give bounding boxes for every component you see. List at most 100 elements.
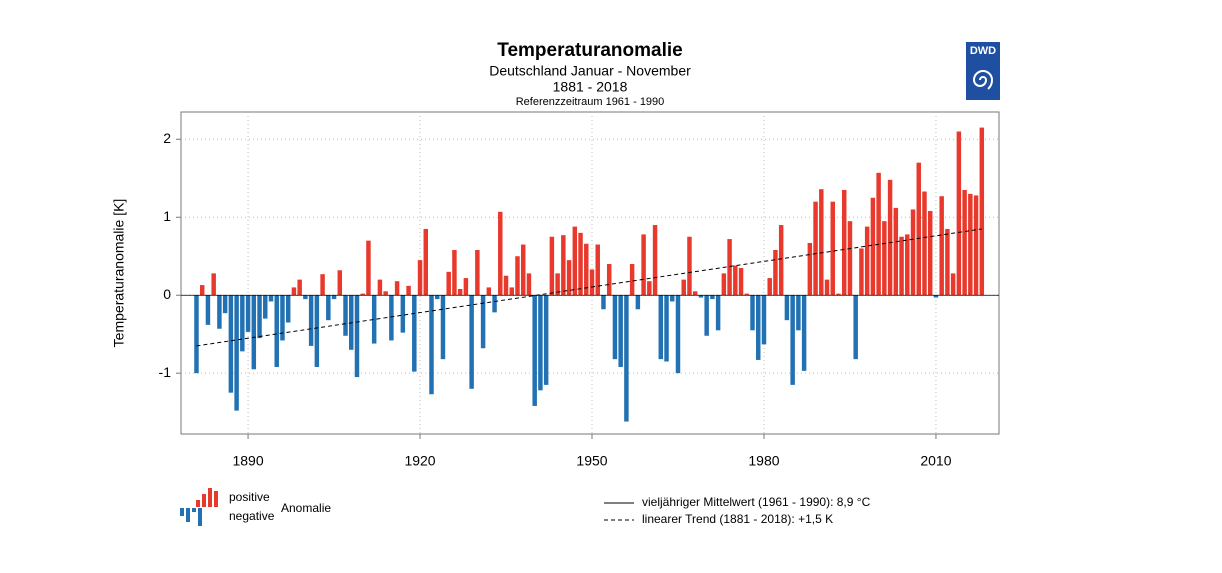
bar xyxy=(578,232,583,296)
bar xyxy=(864,226,870,296)
legend-icon xyxy=(180,488,218,526)
bar xyxy=(847,221,853,296)
bar xyxy=(698,295,704,298)
bar xyxy=(589,269,595,296)
logo-text: DWD xyxy=(970,45,996,57)
y-tick-label: 1 xyxy=(163,208,171,224)
bar xyxy=(629,264,635,296)
bar xyxy=(704,295,709,336)
bar xyxy=(371,295,377,344)
bar xyxy=(836,293,841,296)
bar xyxy=(956,131,962,296)
bar xyxy=(452,250,457,296)
bar xyxy=(756,295,761,360)
bar xyxy=(973,195,979,296)
bar xyxy=(824,279,830,296)
x-tick-label: 2010 xyxy=(920,453,951,469)
legend-positive: positive xyxy=(229,490,270,504)
bar xyxy=(343,295,348,336)
bar xyxy=(733,265,738,296)
bar xyxy=(331,295,337,300)
bar xyxy=(538,295,543,391)
bar xyxy=(945,228,950,296)
bar xyxy=(291,287,297,296)
bar xyxy=(641,234,646,296)
bar xyxy=(584,243,589,296)
bar xyxy=(715,295,721,331)
bar xyxy=(962,189,967,296)
bar xyxy=(412,295,417,372)
bar xyxy=(366,240,371,296)
bar xyxy=(899,236,904,296)
logo-swirl xyxy=(972,70,994,90)
bar xyxy=(475,250,480,296)
plot-frame xyxy=(180,111,1000,435)
bar xyxy=(813,201,818,296)
bar xyxy=(606,264,612,296)
bar xyxy=(893,207,899,296)
bar xyxy=(922,191,927,296)
bar xyxy=(434,295,440,300)
bar xyxy=(520,244,526,296)
bar xyxy=(561,235,566,296)
bar xyxy=(841,189,847,296)
bar xyxy=(457,288,463,296)
bar xyxy=(801,295,807,371)
bar xyxy=(463,278,469,296)
bar xyxy=(389,295,394,341)
subtitle: Deutschland Januar - November xyxy=(489,63,691,79)
bar xyxy=(245,295,251,332)
trend-line xyxy=(196,228,982,347)
bar xyxy=(624,295,629,422)
bar xyxy=(429,295,434,395)
bar xyxy=(601,295,606,310)
bar xyxy=(240,295,245,352)
bar xyxy=(417,260,423,296)
bar xyxy=(274,295,279,367)
bar xyxy=(778,225,784,296)
bar xyxy=(498,211,503,296)
bar xyxy=(320,274,325,296)
bar xyxy=(750,295,755,331)
bar xyxy=(933,295,939,298)
bar xyxy=(859,248,864,296)
bar xyxy=(394,281,400,296)
bar xyxy=(194,295,199,374)
bar xyxy=(658,295,664,360)
bar xyxy=(469,295,474,389)
bar xyxy=(652,225,658,296)
bar xyxy=(939,196,944,296)
bar xyxy=(830,201,835,296)
bar xyxy=(647,281,652,296)
bar xyxy=(910,209,916,296)
bar xyxy=(308,295,314,346)
x-tick-label: 1920 xyxy=(404,453,435,469)
bar xyxy=(234,295,239,411)
legend-anomalie: Anomalie xyxy=(281,501,331,515)
bar xyxy=(268,295,274,302)
bar xyxy=(515,256,520,296)
bar xyxy=(853,295,858,360)
legend-negative: negative xyxy=(229,509,275,523)
bar xyxy=(767,278,772,296)
bar xyxy=(303,295,308,300)
bar xyxy=(595,244,600,296)
bar xyxy=(326,295,331,321)
bar xyxy=(916,162,921,296)
bar xyxy=(280,295,285,341)
bar xyxy=(406,285,411,296)
reference: Referenzzeitraum 1961 - 1990 xyxy=(516,96,665,108)
bar xyxy=(744,293,750,296)
y-tick-label: 0 xyxy=(163,286,171,302)
bar xyxy=(503,275,509,296)
bar xyxy=(423,228,429,296)
bar xyxy=(876,172,881,296)
bar xyxy=(257,295,262,339)
bar xyxy=(784,295,790,321)
bar xyxy=(205,295,211,325)
bar xyxy=(263,295,268,319)
bar xyxy=(228,295,234,393)
bar xyxy=(572,226,578,296)
bar xyxy=(687,236,692,296)
